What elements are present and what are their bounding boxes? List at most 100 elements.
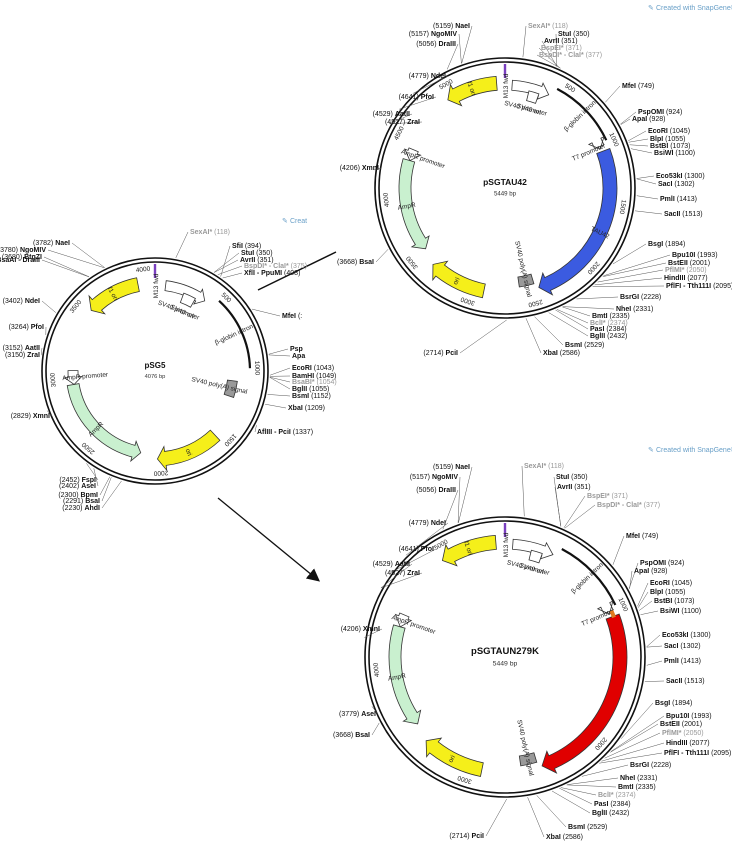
feature-t7-promoter — [587, 135, 605, 150]
site-name: PciI — [446, 350, 459, 357]
site-position: (1300) — [682, 173, 704, 180]
site-name: PmlI — [664, 658, 679, 665]
feature-ampr-promoter — [404, 147, 422, 162]
restriction-site-label: BlpI (1055) — [650, 589, 685, 596]
feature-sv40-poly-a-signal — [518, 752, 538, 767]
site-leader-line — [636, 195, 659, 200]
site-leader-line — [175, 231, 189, 259]
site-leader-line — [71, 242, 105, 268]
site-position: (350) — [254, 250, 272, 257]
feature-sv40-ori — [526, 90, 540, 104]
site-name: AvrII — [557, 484, 572, 491]
credit-text: Created with SnapGene® — [656, 4, 732, 12]
site-name: EcoRI — [650, 580, 670, 587]
restriction-site-label: Psp — [290, 346, 303, 353]
site-name: PspOMI — [640, 560, 666, 567]
restriction-site-label: (4641) PfoI — [399, 94, 434, 101]
site-position: (4529) — [373, 111, 395, 118]
site-leader-line — [630, 148, 653, 154]
site-leader-line — [268, 348, 289, 355]
restriction-site-label: (3152) AatII — [3, 345, 40, 352]
restriction-site-label: ApaI (928) — [632, 116, 665, 123]
site-name: Bpu10I — [666, 713, 689, 720]
site-position: (3668) — [333, 732, 355, 739]
feature-ori — [432, 260, 486, 299]
site-position: (3780) — [0, 247, 20, 254]
restriction-site-label: StuI (350) — [556, 474, 588, 481]
scale-tick-label: 2000 — [153, 469, 168, 477]
site-name: XbaI — [288, 405, 303, 412]
plasmid-name: pSGTAU42 — [483, 177, 527, 187]
site-position: (1073) — [672, 598, 694, 605]
backbone-inner — [378, 61, 632, 315]
site-position: (118) — [546, 463, 564, 470]
site-leader-line — [269, 377, 291, 390]
restriction-site-label: BsiWI (1100) — [654, 150, 695, 157]
site-position: (118) — [212, 229, 230, 236]
restriction-site-label: BspEI* (371) — [541, 45, 582, 52]
restriction-site-label: NheI (2331) — [616, 306, 653, 313]
site-name: AatII — [395, 111, 410, 118]
feature-tau — [541, 613, 628, 774]
restriction-site-label: BsmI (2529) — [565, 342, 604, 349]
site-leader-line — [646, 660, 663, 666]
site-position: (375) — [289, 263, 307, 270]
restriction-site-label: XbaI (1209) — [288, 405, 325, 412]
site-name: PasI — [590, 326, 604, 333]
site-position: (749) — [636, 83, 654, 90]
site-position: (2529) — [585, 824, 607, 831]
feature-ampr-label: AmpR — [387, 672, 406, 682]
site-position: (1055) — [307, 386, 329, 393]
feature-ori — [425, 737, 484, 777]
restriction-site-label: BspDI* - ClaI* (377) — [597, 502, 660, 509]
restriction-site-label: (4529) AatII — [373, 561, 410, 568]
site-name: AhdI — [84, 505, 100, 512]
restriction-site-label: (5157) NgoMIV — [410, 474, 459, 481]
feature-ori-label: ori — [447, 754, 457, 764]
site-position: (3668) — [337, 259, 359, 266]
site-name: BsgI — [655, 700, 670, 707]
feature-sv40-ori — [528, 549, 543, 564]
site-leader-line — [214, 259, 239, 273]
plasmid-size: 5449 bp — [493, 661, 518, 668]
feature-sv40-poly-a-signal-label: SV40 poly(A) signal — [515, 719, 534, 777]
site-name: AvrII — [544, 38, 559, 45]
site-name: SfiI — [232, 243, 243, 250]
feature-ampr-label: AmpR — [397, 202, 416, 212]
site-name: DraIII — [438, 41, 456, 48]
site-name: XmnI — [363, 626, 380, 633]
restriction-site-label: BspDI* - ClaI* (375) — [244, 263, 307, 270]
site-name: FspI — [82, 477, 96, 484]
site-leader-line — [251, 308, 281, 317]
site-name: PasI — [594, 801, 608, 808]
site-name: BtgZI — [24, 254, 42, 261]
restriction-site-label: BamHI (1049) — [292, 373, 336, 380]
site-name: NgoMIV — [431, 31, 457, 38]
site-leader-line — [86, 463, 99, 481]
restriction-site-label: BglII (1055) — [292, 386, 329, 393]
scale-tick-label: 1000 — [253, 361, 260, 376]
site-name: StuI — [241, 250, 254, 257]
site-leader-line — [597, 269, 664, 283]
site-position: (350) — [571, 31, 589, 38]
site-position: (: — [296, 313, 302, 320]
site-leader-line — [40, 347, 43, 355]
scale-tick-label: 4000 — [383, 192, 391, 207]
restriction-site-label: BsgI (1894) — [648, 241, 685, 248]
site-position: (1100) — [679, 608, 701, 615]
restriction-site-label: BlpI (1055) — [650, 136, 685, 143]
feature--globin-intron — [218, 300, 252, 369]
site-leader-line — [371, 722, 380, 736]
site-name: BmtI — [592, 313, 608, 320]
backbone-inner — [368, 520, 642, 794]
backbone-inner — [45, 261, 265, 481]
restriction-site-label: BsaBI* (1054) — [292, 379, 337, 386]
site-leader-line — [47, 249, 105, 269]
site-position: (2586) — [561, 834, 583, 841]
site-position: (4529) — [373, 561, 395, 568]
restriction-site-label: MfeI (: — [282, 313, 302, 320]
restriction-site-label: PflMI* (2050) — [662, 730, 704, 737]
site-leader-line — [99, 476, 111, 496]
site-position: (2331) — [635, 775, 657, 782]
